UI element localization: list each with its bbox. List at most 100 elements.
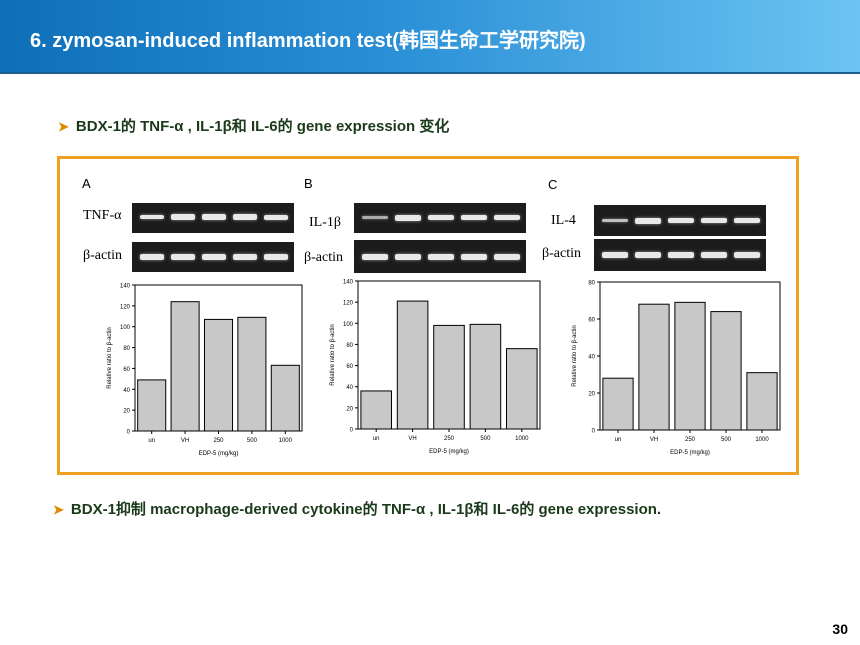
y-tick-label: 120 (120, 304, 131, 310)
bar (203, 318, 234, 432)
gel-band (395, 215, 421, 221)
bar (360, 390, 392, 430)
gel-band (202, 254, 226, 260)
y-tick-label: 80 (588, 281, 595, 287)
panel-letter-a: A (82, 176, 91, 191)
bar (710, 311, 742, 431)
y-tick-label: 40 (588, 355, 595, 361)
y-axis-label: Relative ratio to β-actin (107, 327, 113, 388)
y-tick-label: 0 (350, 428, 354, 434)
gel-gene-a (132, 203, 294, 233)
x-tick-label: VH (181, 438, 189, 444)
y-tick-label: 20 (123, 409, 130, 415)
y-tick-label: 140 (343, 280, 354, 286)
gel-band (701, 218, 727, 223)
x-tick-label: 250 (685, 437, 696, 443)
y-tick-label: 60 (346, 364, 353, 370)
bullet-text-1: BDX-1的 TNF-α , IL-1β和 IL-6的 gene express… (75, 118, 450, 135)
bar (137, 379, 167, 432)
actin-label-b: β-actin (304, 250, 343, 265)
gel-band (428, 215, 454, 220)
y-axis-label: Relative ratio to β-actin (572, 325, 578, 386)
bar-chart-b: 0 20 40 60 80 100 120 140 un VH 250 500 1000 EDP-5 (m… (330, 280, 541, 455)
gel-band (494, 254, 520, 260)
y-tick-label: 80 (346, 343, 353, 349)
page-number: 30 (832, 621, 848, 637)
gel-band (171, 214, 195, 220)
gel-band (264, 254, 288, 260)
y-tick-label: 40 (123, 388, 130, 394)
y-tick-label: 100 (120, 325, 131, 331)
gel-band (461, 215, 487, 220)
gel-band (428, 254, 454, 260)
x-axis-label: EDP-5 (mg/kg) (199, 451, 239, 457)
x-tick-label: 250 (213, 438, 224, 444)
gel-band (635, 218, 661, 224)
bar (674, 301, 706, 431)
gel-band (202, 214, 226, 220)
y-tick-label: 20 (346, 406, 353, 412)
x-tick-label: un (373, 436, 380, 442)
x-axis-label: EDP-5 (mg/kg) (429, 449, 469, 455)
gel-band (602, 219, 628, 222)
x-tick-label: 500 (721, 437, 732, 443)
x-tick-label: 500 (247, 438, 258, 444)
gel-band (635, 252, 661, 258)
gel-band (461, 254, 487, 260)
gel-band (362, 216, 388, 219)
gel-band (362, 254, 388, 260)
gel-band (171, 254, 195, 260)
bullet-heading-1: ➤ BDX-1的 TNF-α , IL-1β和 IL-6的 gene expres… (58, 115, 449, 136)
slide-title: 6. zymosan-induced inflammation test(韩国生… (30, 30, 586, 52)
y-tick-label: 80 (123, 346, 130, 352)
bar (433, 324, 465, 430)
bullet-heading-2: ➤ BDX-1抑制 macrophage-derived cytokine的 TN… (53, 498, 661, 519)
gel-gene-c (594, 205, 766, 236)
x-tick-label: 1000 (279, 438, 293, 444)
gel-band (233, 214, 257, 220)
panel-letter-c: C (548, 177, 558, 192)
arrow-right-icon: ➤ (53, 502, 64, 517)
gene-label-b: IL-1β (309, 215, 341, 230)
x-tick-label: 1000 (515, 436, 529, 442)
bar (469, 323, 502, 430)
gel-band (140, 215, 164, 219)
gel-band (734, 252, 760, 258)
arrow-right-icon: ➤ (58, 119, 69, 134)
bar (396, 300, 429, 430)
gel-actin-a (132, 242, 294, 272)
gel-actin-c (594, 239, 766, 271)
bar (237, 316, 267, 432)
actin-label-c: β-actin (542, 246, 581, 261)
y-tick-label: 0 (592, 429, 596, 435)
x-tick-label: VH (650, 437, 658, 443)
bar (270, 364, 300, 432)
x-tick-label: 500 (480, 436, 491, 442)
y-tick-label: 140 (120, 284, 131, 290)
bar (506, 348, 538, 430)
y-tick-label: 120 (343, 301, 354, 307)
y-tick-label: 100 (343, 322, 354, 328)
gel-band (602, 252, 628, 258)
gel-band (140, 254, 164, 260)
bar (602, 377, 634, 431)
gel-band (233, 254, 257, 260)
y-tick-label: 40 (346, 385, 353, 391)
gel-band (395, 254, 421, 260)
x-axis-label: EDP-5 (mg/kg) (670, 450, 710, 456)
panel-letter-b: B (304, 176, 313, 191)
y-tick-label: 60 (588, 318, 595, 324)
y-tick-label: 60 (123, 367, 130, 373)
gel-band (701, 252, 727, 258)
gel-band (264, 215, 288, 220)
gel-band (668, 252, 694, 258)
gel-actin-b (354, 240, 526, 273)
actin-label-a: β-actin (83, 248, 122, 263)
gene-label-a: TNF-α (83, 208, 122, 223)
gene-label-c: IL-4 (551, 213, 576, 228)
x-tick-label: un (148, 438, 155, 444)
bar (638, 303, 670, 431)
bar-chart-a: 0 20 40 60 80 100 120 140 un VH 250 500 1000 EDP-5 (m… (107, 284, 303, 457)
bar (746, 372, 778, 431)
bullet-text-2: BDX-1抑制 macrophage-derived cytokine的 TNF… (70, 501, 662, 518)
